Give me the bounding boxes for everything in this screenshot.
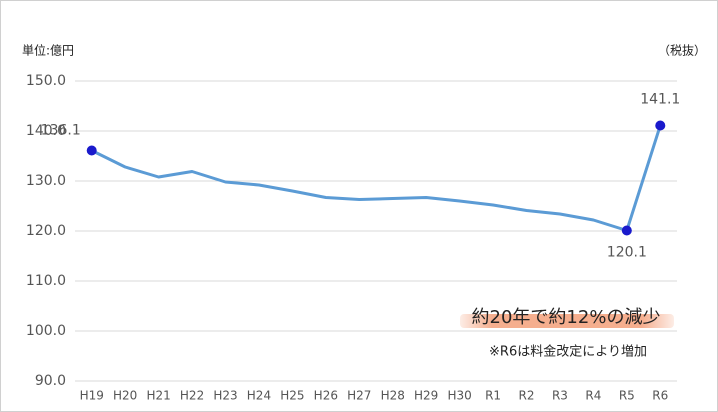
y-tick-label: 110.0 bbox=[26, 273, 66, 289]
x-tick-label: R6 bbox=[652, 389, 668, 403]
x-tick-label: R2 bbox=[519, 389, 535, 403]
y-tick-label: 90.0 bbox=[35, 373, 66, 389]
annotation: 約20年で約12%の減少 bbox=[472, 307, 661, 328]
x-tick-label: R5 bbox=[619, 389, 635, 403]
y-tick-label: 150.0 bbox=[26, 73, 66, 89]
highlight bbox=[460, 314, 674, 328]
point-marker bbox=[655, 120, 666, 131]
x-tick-label: H21 bbox=[146, 389, 170, 403]
x-tick-label: H22 bbox=[180, 389, 204, 403]
x-tick-label: H27 bbox=[347, 389, 371, 403]
data-label: 136.1 bbox=[41, 123, 81, 139]
x-tick-label: H24 bbox=[247, 389, 271, 403]
x-tick-label: H29 bbox=[414, 389, 438, 403]
x-tick-label: R1 bbox=[485, 389, 501, 403]
y-tick-label: 100.0 bbox=[26, 323, 66, 339]
annotation-note: ※R6は料金改定により増加 bbox=[489, 344, 647, 360]
x-tick-label: R3 bbox=[552, 389, 568, 403]
tax-note: （税抜） bbox=[658, 44, 706, 58]
x-tick-label: H25 bbox=[280, 389, 304, 403]
y-tick-label: 120.0 bbox=[26, 223, 66, 239]
data-label: 141.1 bbox=[640, 92, 680, 108]
x-tick-label: H23 bbox=[213, 389, 237, 403]
x-tick-label: H30 bbox=[447, 389, 471, 403]
x-tick-label: H26 bbox=[314, 389, 338, 403]
y-tick-label: 140.0 bbox=[26, 123, 66, 139]
data-label: 120.1 bbox=[607, 245, 647, 261]
x-tick-label: H20 bbox=[113, 389, 137, 403]
series-line bbox=[91, 125, 662, 232]
x-tick-label: H28 bbox=[381, 389, 405, 403]
x-tick-label: H19 bbox=[80, 389, 104, 403]
y-tick-label: 130.0 bbox=[26, 173, 66, 189]
point-marker bbox=[621, 225, 632, 236]
x-tick-label: R4 bbox=[585, 389, 601, 403]
point-marker bbox=[86, 145, 97, 156]
unit-label: 単位:億円 bbox=[22, 43, 74, 58]
